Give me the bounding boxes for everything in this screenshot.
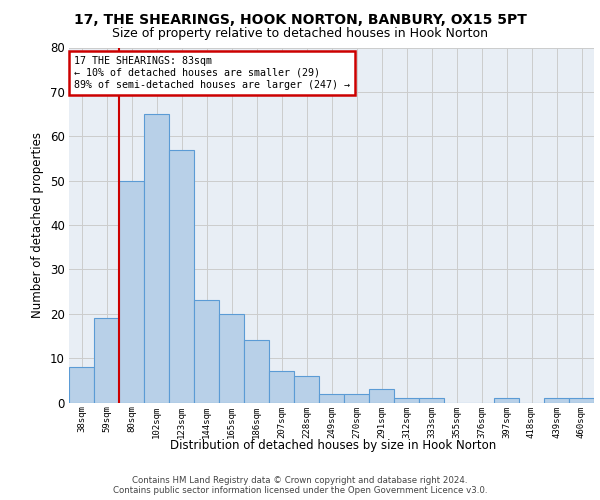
Bar [369, 389, 394, 402]
Bar [94, 318, 119, 402]
Bar [569, 398, 594, 402]
Bar [294, 376, 319, 402]
Bar [144, 114, 169, 403]
Bar [69, 367, 94, 402]
Bar [494, 398, 519, 402]
Text: Contains HM Land Registry data © Crown copyright and database right 2024.: Contains HM Land Registry data © Crown c… [132, 476, 468, 485]
Bar [394, 398, 419, 402]
Text: 17 THE SHEARINGS: 83sqm
← 10% of detached houses are smaller (29)
89% of semi-de: 17 THE SHEARINGS: 83sqm ← 10% of detache… [74, 56, 350, 90]
Bar [169, 150, 194, 402]
Bar [269, 372, 294, 402]
Text: Distribution of detached houses by size in Hook Norton: Distribution of detached houses by size … [170, 440, 496, 452]
Bar [319, 394, 344, 402]
Bar [219, 314, 244, 402]
Bar [344, 394, 369, 402]
Y-axis label: Number of detached properties: Number of detached properties [31, 132, 44, 318]
Text: Size of property relative to detached houses in Hook Norton: Size of property relative to detached ho… [112, 28, 488, 40]
Text: 17, THE SHEARINGS, HOOK NORTON, BANBURY, OX15 5PT: 17, THE SHEARINGS, HOOK NORTON, BANBURY,… [74, 12, 526, 26]
Bar [544, 398, 569, 402]
Text: Contains public sector information licensed under the Open Government Licence v3: Contains public sector information licen… [113, 486, 487, 495]
Bar [419, 398, 444, 402]
Bar [194, 300, 219, 402]
Bar [119, 180, 144, 402]
Bar [244, 340, 269, 402]
